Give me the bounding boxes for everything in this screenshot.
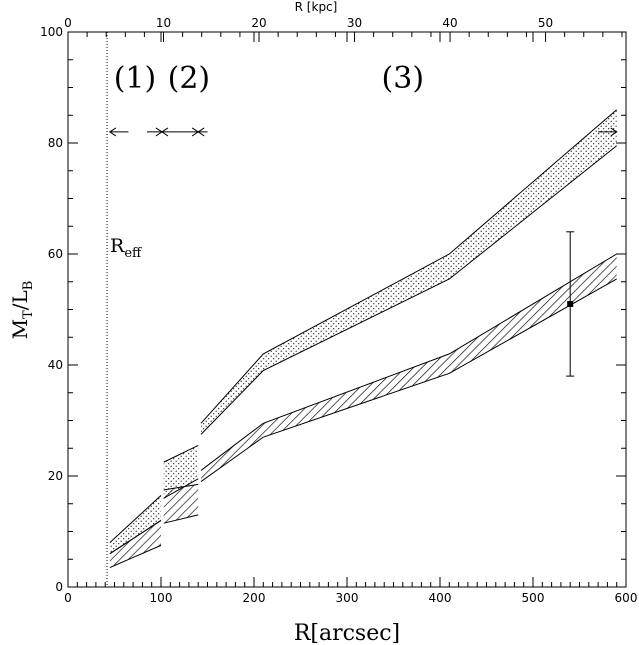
band-hatched-2-upper-edge: [200, 253, 617, 471]
top-tick-label-30: 30: [347, 16, 362, 30]
region-2-arrow-head-b: [161, 127, 169, 137]
y-tick-label-0: 0: [55, 580, 63, 594]
top-tick-label-50: 50: [538, 16, 553, 30]
r-eff-label: Reff: [110, 235, 143, 261]
y-axis-title-mid: /L: [8, 290, 32, 310]
band-dotted-1-upper-edge: [163, 445, 199, 463]
x-tick-label-400: 400: [429, 591, 452, 605]
top-axis-title: R [kpc]: [295, 0, 338, 14]
y-tick-label-100: 100: [40, 25, 63, 39]
y-axis-title: MT/LB: [8, 281, 36, 340]
x-tick-label-100: 100: [150, 591, 173, 605]
region-label-2: (2): [168, 61, 211, 96]
band-hatched-1: [163, 484, 199, 524]
bands-layer: [109, 109, 618, 569]
y-tick-label-60: 60: [48, 247, 63, 261]
r-eff-label-sub: eff: [124, 246, 143, 261]
y-tick-label-40: 40: [48, 358, 63, 372]
x-tick-label-500: 500: [522, 591, 545, 605]
x-tick-label-300: 300: [336, 591, 359, 605]
regions-layer: (1) (2) (3): [108, 61, 618, 137]
region-3-arrow-head: [610, 127, 618, 137]
x-tick-label-600: 600: [615, 591, 638, 605]
region-label-1: (1): [114, 61, 157, 96]
y-tick-label-80: 80: [48, 136, 63, 150]
band-hatched-0-lower-edge: [109, 544, 162, 569]
band-dotted-2-upper-edge: [200, 109, 618, 424]
band-hatched-1-upper-edge: [163, 483, 199, 491]
band-hatched-1-lower-edge: [163, 514, 199, 524]
y-axis-title-sub2: B: [21, 281, 36, 291]
data-point-layer: [566, 231, 575, 377]
band-dotted-0-upper-edge: [109, 495, 162, 543]
region-1-arrow-head: [108, 127, 117, 137]
region-2-arrow-head-d: [197, 127, 205, 137]
y-tick-label-20: 20: [48, 469, 63, 483]
x-tick-label-200: 200: [243, 591, 266, 605]
top-tick-label-40: 40: [442, 16, 457, 30]
band-hatched-2-lower-edge: [200, 278, 617, 482]
band-dotted-0: [109, 495, 161, 554]
band-hatched-0-upper-edge: [109, 519, 162, 555]
band-dotted-2-lower-edge: [200, 145, 618, 435]
r-eff-label-main: R: [110, 235, 125, 257]
band-hatched-0: [109, 520, 161, 568]
top-tick-label-0: 0: [64, 16, 72, 30]
top-tick-label-20: 20: [251, 16, 266, 30]
y-axis-title-main: M: [8, 319, 32, 339]
data-point: [567, 300, 574, 307]
y-axis-title-sub1: T: [21, 310, 36, 319]
band-dotted-1: [163, 445, 199, 499]
svg-text:MT/LB: MT/LB: [8, 281, 36, 340]
x-axis-title: R[arcsec]: [294, 621, 400, 645]
region-label-3: (3): [382, 61, 425, 96]
x-tick-label-0: 0: [64, 591, 72, 605]
top-tick-label-10: 10: [156, 16, 171, 30]
plot-frame: [67, 31, 627, 588]
